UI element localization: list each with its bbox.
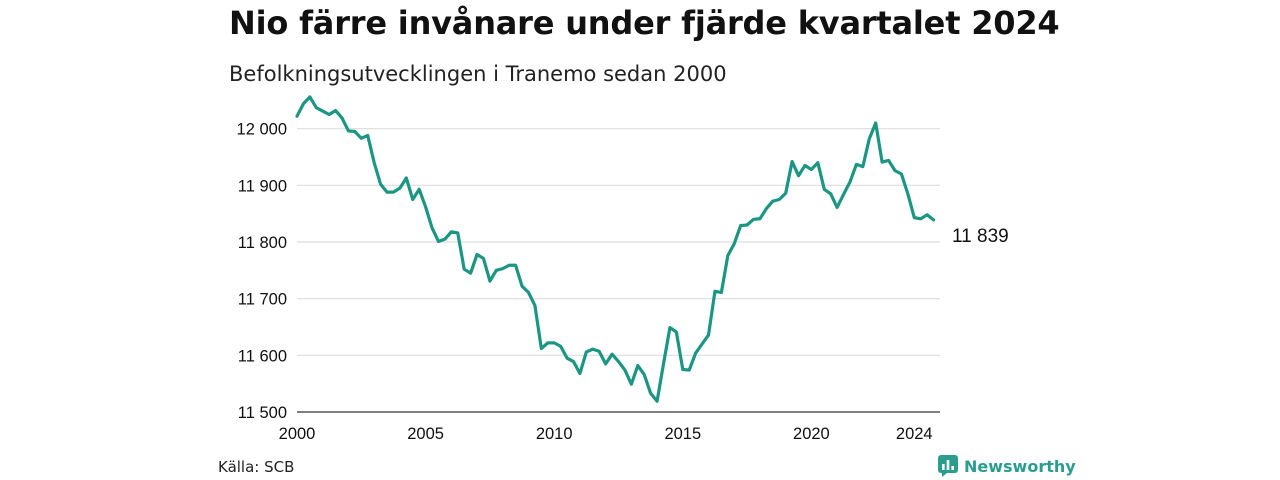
x-tick-label: 2024	[896, 425, 933, 443]
population-line-chart: 11 500 11 600 11 700 11 800 11 900 12 000 200…	[237, 95, 1009, 443]
brand-logo: Newsworthy	[938, 455, 1076, 477]
y-tick-label: 12 000	[237, 121, 287, 139]
source-note: Källa: SCB	[218, 458, 295, 476]
x-tick-label: 2000	[279, 425, 316, 443]
population-series-line	[295, 95, 936, 403]
x-axis-ticks: 2000 2005 2010 2015 2020 2024	[279, 425, 933, 443]
x-tick-label: 2010	[536, 425, 573, 443]
gridlines	[297, 128, 940, 413]
series-group	[295, 95, 936, 403]
end-value-label: 11 839	[952, 226, 1009, 247]
y-tick-label: 11 500	[238, 404, 287, 422]
y-tick-label: 11 600	[238, 347, 287, 365]
x-tick-label: 2005	[407, 425, 444, 443]
x-tick-label: 2015	[664, 425, 701, 443]
chart-subtitle: Befolkningsutvecklingen i Tranemo sedan …	[229, 62, 727, 86]
newsworthy-logo-icon	[938, 455, 958, 477]
chart-title: Nio färre invånare under fjärde kvartale…	[229, 4, 1060, 42]
y-tick-label: 11 800	[238, 234, 287, 252]
x-tick-label: 2020	[793, 425, 830, 443]
y-tick-label: 11 700	[238, 291, 287, 309]
y-axis-ticks: 11 500 11 600 11 700 11 800 11 900 12 000	[237, 121, 287, 422]
y-tick-label: 11 900	[238, 177, 287, 195]
brand-name: Newsworthy	[964, 456, 1076, 476]
